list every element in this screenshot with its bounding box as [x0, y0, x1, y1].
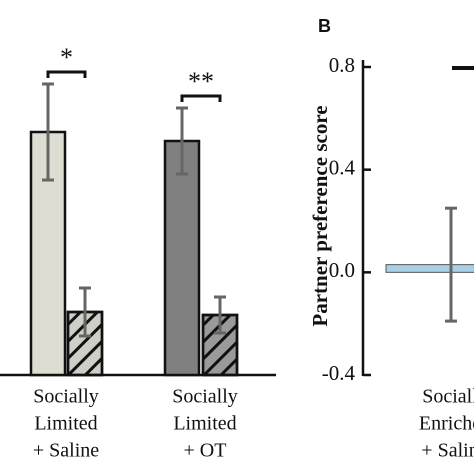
significance-label: *: [60, 43, 73, 72]
panel-label: B: [318, 16, 331, 36]
y-tick-label: 0.4: [329, 155, 356, 179]
y-tick-label: -0.4: [322, 361, 356, 385]
x-tick-label: Socially: [33, 386, 99, 408]
x-tick-label: Enriche: [419, 413, 474, 435]
bar: [385, 264, 474, 273]
x-tick-label: Limited: [173, 413, 236, 435]
significance-bracket: [180, 94, 222, 102]
x-tick-label: + Saline: [33, 440, 99, 462]
x-tick-label: Limited: [34, 413, 97, 435]
x-tick-label: Socially: [172, 386, 238, 408]
y-tick-label: 0.0: [329, 258, 355, 282]
bar: [163, 139, 201, 377]
y-axis-label: Partner preference score: [308, 105, 332, 326]
significance-bracket: [46, 70, 87, 78]
y-tick-label: 0.8: [329, 53, 355, 77]
significance-label: **: [188, 67, 214, 96]
x-tick-label: + OT: [184, 440, 227, 462]
x-tick-label: + Salin: [421, 440, 474, 462]
x-tick-label: Sociall: [422, 386, 474, 408]
